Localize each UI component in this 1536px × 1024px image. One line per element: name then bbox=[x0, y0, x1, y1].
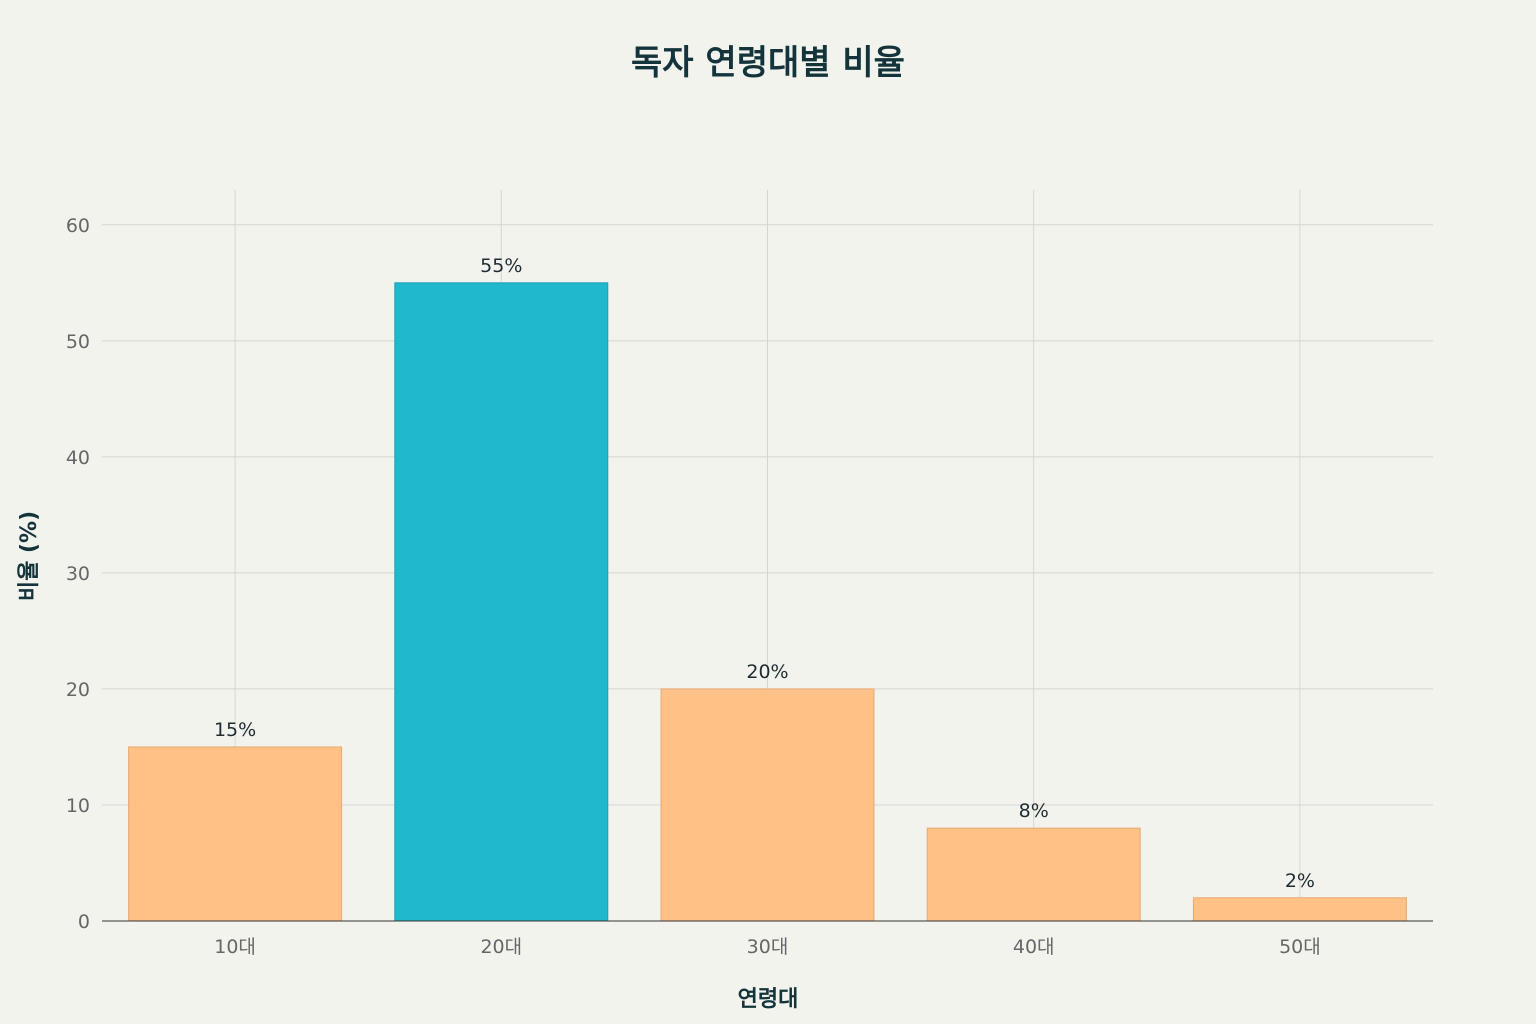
x-tick-label: 30대 bbox=[747, 936, 789, 958]
chart-title: 독자 연령대별 비율 bbox=[631, 43, 905, 83]
data-label: 8% bbox=[1019, 800, 1049, 822]
y-tick-label: 20 bbox=[66, 679, 90, 701]
data-label: 55% bbox=[480, 255, 522, 277]
bar bbox=[1192, 897, 1407, 922]
data-label: 15% bbox=[214, 719, 256, 741]
bar bbox=[660, 688, 875, 922]
y-tick-label: 10 bbox=[66, 795, 90, 817]
y-axis-title: 비율 (%) bbox=[17, 511, 42, 601]
bar bbox=[394, 282, 609, 922]
data-labels: 15% 55% 20% 8% 2% bbox=[214, 255, 1315, 892]
y-tick-label: 40 bbox=[66, 447, 90, 469]
bar bbox=[926, 827, 1141, 922]
y-tick-label: 50 bbox=[66, 331, 90, 353]
y-tick-label: 60 bbox=[66, 215, 90, 237]
y-tick-label: 0 bbox=[78, 911, 90, 933]
x-tick-label: 50대 bbox=[1279, 936, 1321, 958]
x-tick-label: 40대 bbox=[1013, 936, 1055, 958]
y-tick-label: 30 bbox=[66, 563, 90, 585]
x-tick-label: 20대 bbox=[480, 936, 522, 958]
grid bbox=[102, 190, 1433, 921]
bars bbox=[128, 282, 1407, 922]
bar bbox=[128, 746, 343, 922]
x-axis: 10대 20대 30대 40대 50대 bbox=[214, 936, 1320, 958]
y-axis: 0 10 20 30 40 50 60 bbox=[66, 215, 90, 933]
x-tick-label: 10대 bbox=[214, 936, 256, 958]
x-axis-title: 연령대 bbox=[738, 987, 799, 1012]
data-label: 20% bbox=[746, 661, 788, 683]
data-label: 2% bbox=[1285, 870, 1315, 892]
